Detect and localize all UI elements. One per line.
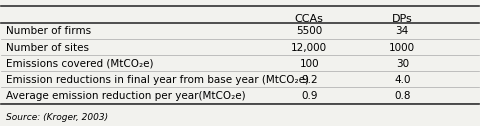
- Text: 34: 34: [396, 26, 409, 36]
- Text: CCAs: CCAs: [295, 14, 324, 24]
- Text: Number of firms: Number of firms: [6, 26, 91, 36]
- Text: 5500: 5500: [296, 26, 323, 36]
- Text: Source: (Kroger, 2003): Source: (Kroger, 2003): [6, 113, 108, 122]
- Text: 9.2: 9.2: [301, 75, 317, 85]
- Text: Average emission reduction per year(MtCO₂e): Average emission reduction per year(MtCO…: [6, 91, 246, 101]
- Text: Emissions covered (MtCO₂e): Emissions covered (MtCO₂e): [6, 59, 154, 69]
- Text: 0.8: 0.8: [394, 91, 410, 101]
- Text: DPs: DPs: [392, 14, 413, 24]
- Text: 0.9: 0.9: [301, 91, 317, 101]
- Text: Number of sites: Number of sites: [6, 43, 89, 53]
- Text: Emission reductions in final year from base year (MtCO₂e): Emission reductions in final year from b…: [6, 75, 309, 85]
- Text: 12,000: 12,000: [291, 43, 327, 53]
- Text: 4.0: 4.0: [394, 75, 410, 85]
- Text: 1000: 1000: [389, 43, 415, 53]
- Text: 100: 100: [300, 59, 319, 69]
- Text: 30: 30: [396, 59, 409, 69]
